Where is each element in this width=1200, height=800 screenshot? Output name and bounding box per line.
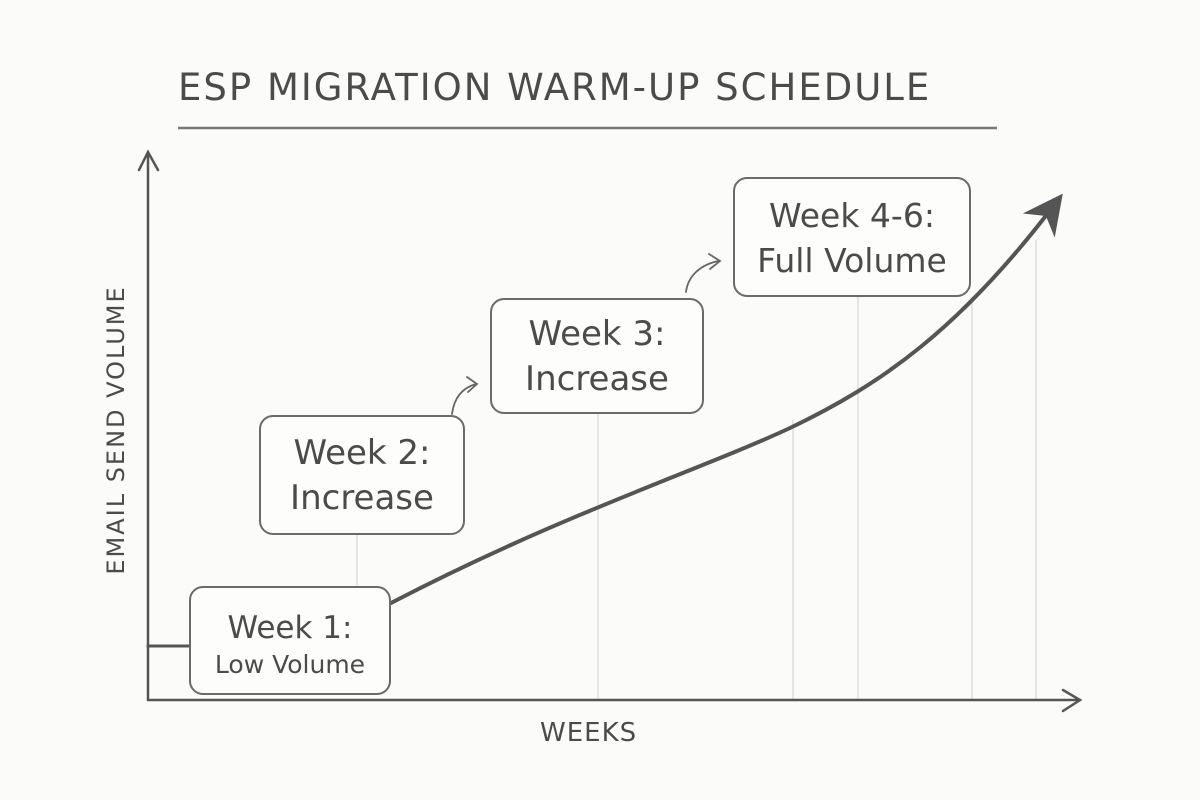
y-axis-arrow-icon — [137, 149, 160, 172]
connector-arrowhead-icon — [708, 253, 722, 270]
y-axis-label: EMAIL SEND VOLUME — [102, 285, 130, 575]
axes — [137, 149, 1083, 713]
connector-arrowhead-icon — [466, 376, 479, 393]
connector-arrow-icon — [451, 383, 477, 415]
stage-box-week-4-6: Week 4-6: Full Volume — [733, 177, 971, 297]
growth-curve — [389, 193, 1063, 605]
stage-volume-label: Low Volume — [214, 650, 366, 679]
x-axis-label: WEEKS — [540, 718, 638, 748]
stage-box-week-2: Week 2: Increase — [259, 415, 465, 535]
connector-arrow-icon — [685, 260, 719, 293]
gridlines — [356, 240, 1037, 700]
stage-connectors — [451, 253, 722, 415]
diagram-title: ESP MIGRATION WARM-UP SCHEDULE — [178, 66, 932, 109]
stage-box-week-3: Week 3: Increase — [490, 298, 704, 414]
x-axis-arrow-icon — [1061, 688, 1083, 713]
stage-week-label: Week 2: — [293, 433, 431, 473]
stage-week-label: Week 3: — [528, 314, 666, 354]
stage-week-label: Week 1: — [227, 610, 353, 646]
stage-volume-label: Increase — [525, 359, 669, 399]
stage-box-week-1: Week 1: Low Volume — [189, 586, 391, 695]
stage-volume-label: Increase — [290, 478, 434, 518]
stage-volume-label: Full Volume — [757, 241, 947, 280]
stage-week-label: Week 4-6: — [769, 196, 935, 235]
